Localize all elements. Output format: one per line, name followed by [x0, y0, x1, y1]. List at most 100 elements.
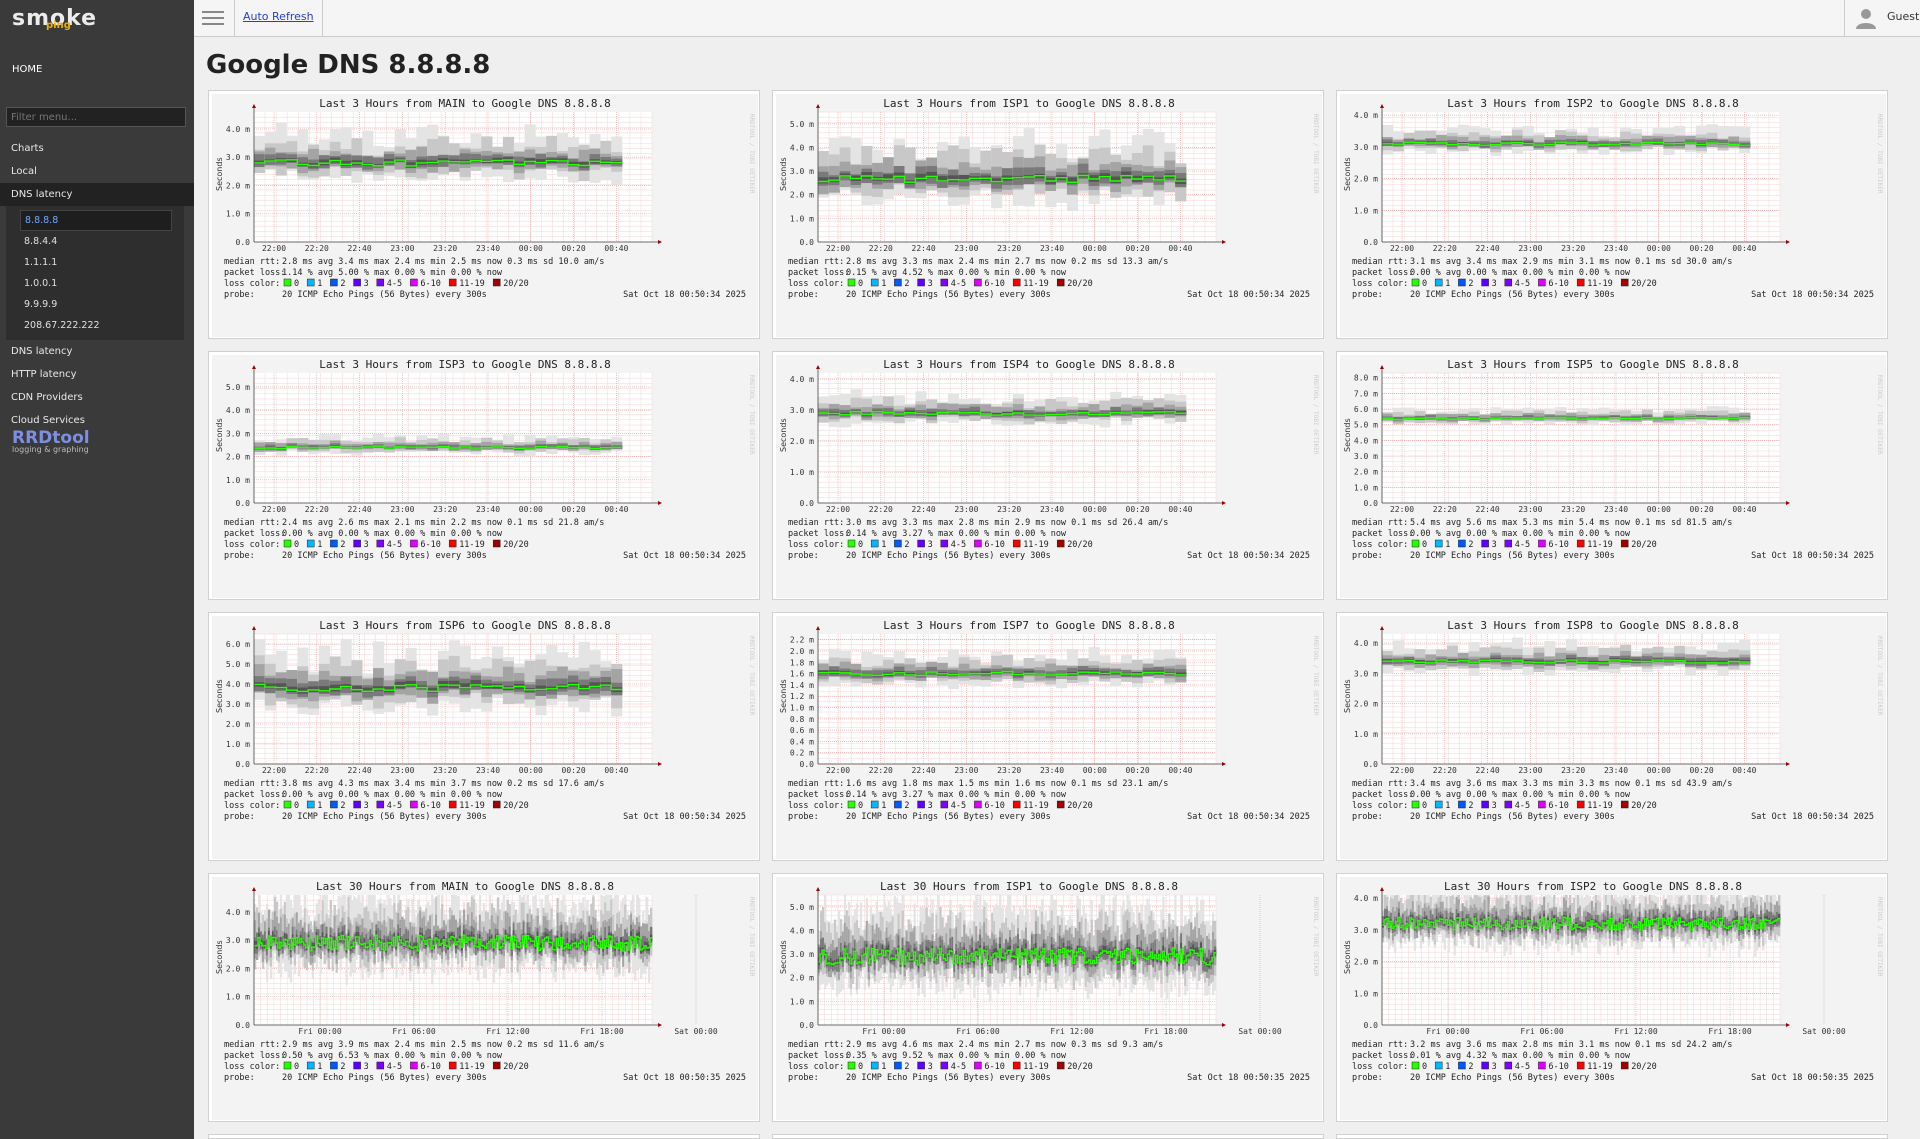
smokeping-logo[interactable]: smoke ping [0, 0, 194, 36]
graph-panel-partial[interactable] [772, 1134, 1324, 1139]
loss-label: packet loss: [788, 268, 849, 278]
y-tick-label: 0.0 [1364, 499, 1379, 508]
graph-panel[interactable]: Last 3 Hours from ISP3 to Google DNS 8.8… [208, 351, 760, 600]
graph-panel[interactable]: Last 3 Hours from ISP8 to Google DNS 8.8… [1336, 612, 1888, 861]
auto-refresh-link[interactable]: Auto Refresh [234, 0, 323, 36]
svg-text:RRDTOOL / TOBI OETIKER: RRDTOOL / TOBI OETIKER [748, 375, 755, 455]
probe-label: probe: [788, 1073, 819, 1083]
graph-title: Last 3 Hours from ISP3 to Google DNS 8.8… [319, 358, 610, 371]
y-tick-label: 3.0 m [226, 936, 250, 945]
y-tick-label: 4.0 m [1354, 436, 1378, 445]
y-tick-label: 1.0 m [1354, 989, 1378, 998]
menu-item-http-latency[interactable]: HTTP latency [11, 369, 77, 380]
submenu-item-opendns[interactable]: 208.67.222.222 [24, 320, 100, 331]
loss-color-item: 11-19 [459, 801, 485, 811]
loss-color-item: 3 [928, 801, 933, 811]
loss-color-item: 20/20 [1067, 279, 1093, 289]
x-tick-label: 23:00 [954, 766, 978, 775]
graph-panel[interactable]: Last 3 Hours from ISP4 to Google DNS 8.8… [772, 351, 1324, 600]
y-tick-label: 1.0 m [790, 468, 814, 477]
submenu-item-8844[interactable]: 8.8.4.4 [24, 236, 58, 247]
median-line [1382, 659, 1750, 664]
y-tick-label: 5.0 m [226, 383, 250, 392]
graph-panel[interactable]: Last 3 Hours from ISP7 to Google DNS 8.8… [772, 612, 1324, 861]
menu-item-cloud-services[interactable]: Cloud Services [11, 415, 85, 426]
x-tick-label: 23:40 [476, 505, 500, 514]
probe-label: probe: [224, 812, 255, 822]
hamburger-menu-icon[interactable] [202, 8, 224, 28]
user-menu[interactable]: Guest [1844, 0, 1920, 36]
graph-panel-partial[interactable] [1336, 1134, 1888, 1139]
menu-home[interactable]: HOME [12, 64, 43, 75]
graph-date: Sat Oct 18 00:50:34 2025 [623, 812, 746, 822]
x-tick-label: 00:40 [1732, 766, 1756, 775]
loss-color-item: 1 [317, 279, 322, 289]
submenu-item-1001[interactable]: 1.0.0.1 [24, 278, 58, 289]
logo-text: smoke [12, 6, 98, 31]
submenu-item-9999[interactable]: 9.9.9.9 [24, 299, 58, 310]
loss-color-item: 0 [1422, 801, 1427, 811]
loss-color-item: 20/20 [503, 279, 529, 289]
graph-date: Sat Oct 18 00:50:35 2025 [1751, 1073, 1874, 1083]
median-label: median rtt: [1352, 518, 1408, 528]
x-tick-label: 22:20 [305, 505, 329, 514]
y-axis-label: Seconds [779, 418, 788, 452]
menu-item-dns-latency[interactable]: DNS latency [11, 346, 73, 357]
y-tick-label: 0.0 [1364, 760, 1379, 769]
menu-item-charts[interactable]: Charts [11, 143, 44, 154]
x-tick-label: Fri 12:00 [1614, 1027, 1658, 1036]
graph-panel[interactable]: Last 3 Hours from ISP2 to Google DNS 8.8… [1336, 90, 1888, 339]
graph-title: Last 30 Hours from MAIN to Google DNS 8.… [316, 880, 614, 893]
probe-text: 20 ICMP Echo Pings (56 Bytes) every 300s [1410, 812, 1615, 822]
y-tick-label: 6.0 m [226, 640, 250, 649]
y-tick-label: 4.0 m [226, 406, 250, 415]
x-tick-label: Fri 18:00 [1144, 1027, 1188, 1036]
median-line [1382, 141, 1750, 146]
graph-panel[interactable]: Last 30 Hours from ISP2 to Google DNS 8.… [1336, 873, 1888, 1122]
probe-label: probe: [1352, 290, 1383, 300]
x-tick-label: 23:40 [1604, 505, 1628, 514]
graph-panel[interactable]: Last 3 Hours from ISP5 to Google DNS 8.8… [1336, 351, 1888, 600]
loss-color-item: 2 [340, 279, 345, 289]
graph-panel[interactable]: Last 30 Hours from MAIN to Google DNS 8.… [208, 873, 760, 1122]
x-tick-label: 23:00 [954, 505, 978, 514]
menu-item-cdn-providers[interactable]: CDN Providers [11, 392, 83, 403]
x-tick-label: 23:20 [997, 766, 1021, 775]
y-tick-label: 1.0 m [790, 703, 814, 712]
loss-color-item: 3 [1492, 540, 1497, 550]
graph-date: Sat Oct 18 00:50:34 2025 [623, 551, 746, 561]
graph-panel[interactable]: Last 3 Hours from ISP6 to Google DNS 8.8… [208, 612, 760, 861]
median-label: median rtt: [788, 779, 844, 789]
menu-item-local[interactable]: Local [11, 166, 37, 177]
median-stats: 3.2 ms avg 3.6 ms max 2.8 ms min 3.1 ms … [1410, 1040, 1732, 1050]
menu-item-dns-latency-active[interactable]: DNS latency [0, 183, 194, 206]
loss-stats: 0.00 % avg 0.00 % max 0.00 % min 0.00 % … [1410, 790, 1631, 800]
submenu-item-1111[interactable]: 1.1.1.1 [24, 257, 58, 268]
probe-text: 20 ICMP Echo Pings (56 Bytes) every 300s [282, 1073, 487, 1083]
loss-color-label: loss color: [788, 279, 844, 289]
loss-color-item: 3 [1492, 1062, 1497, 1072]
probe-label: probe: [788, 290, 819, 300]
y-tick-label: 2.0 m [226, 181, 250, 190]
y-tick-label: 0.0 [800, 499, 815, 508]
graph-panel[interactable]: Last 3 Hours from MAIN to Google DNS 8.8… [208, 90, 760, 339]
graph-panel[interactable]: Last 3 Hours from ISP1 to Google DNS 8.8… [772, 90, 1324, 339]
median-label: median rtt: [1352, 1040, 1408, 1050]
rrdtool-logo[interactable]: RRDtool logging & graphing [12, 428, 90, 454]
y-tick-label: 4.0 m [1354, 111, 1378, 120]
filter-menu-input[interactable] [6, 107, 186, 127]
y-tick-label: 5.0 m [790, 120, 814, 129]
loss-color-item: 4-5 [1515, 801, 1530, 811]
loss-color-item: 20/20 [503, 540, 529, 550]
user-name: Guest [1887, 10, 1920, 23]
y-tick-label: 4.0 m [226, 125, 250, 134]
submenu-item-8888[interactable]: 8.8.8.8 [20, 210, 172, 231]
graph-panel-partial[interactable] [208, 1134, 760, 1139]
y-tick-label: 0.0 [1364, 238, 1379, 247]
x-tick-label: 22:00 [826, 505, 850, 514]
median-line [1382, 916, 1780, 931]
y-tick-label: 0.0 [800, 760, 815, 769]
graph-panel[interactable]: Last 30 Hours from ISP1 to Google DNS 8.… [772, 873, 1324, 1122]
x-tick-label: 22:20 [305, 766, 329, 775]
loss-color-item: 3 [928, 540, 933, 550]
